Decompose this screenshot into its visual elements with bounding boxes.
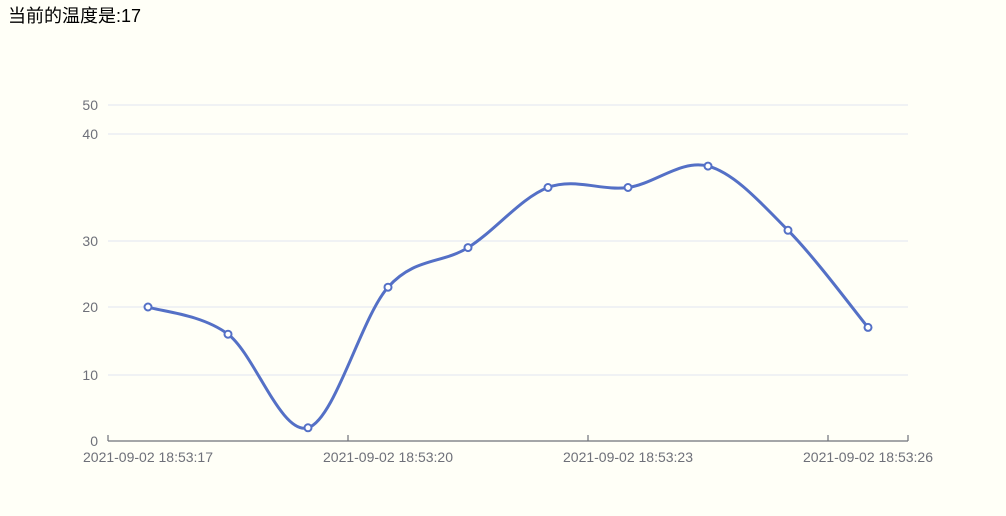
data-point-marker: [303, 423, 313, 433]
data-point-marker: [863, 322, 873, 332]
y-axis-label: 20: [82, 299, 98, 315]
data-point-marker: [463, 243, 473, 253]
page-title: 当前的温度是:17: [8, 6, 142, 26]
data-point-marker: [143, 302, 153, 312]
x-axis-label: 2021-09-02 18:53:20: [323, 449, 453, 465]
y-axis-label: 10: [82, 367, 98, 383]
data-point-marker: [623, 183, 633, 192]
y-axis-label: 0: [90, 433, 98, 449]
data-point-marker: [223, 329, 233, 339]
x-axis-label: 2021-09-02 18:53:23: [563, 449, 693, 465]
x-axis-label: 2021-09-02 18:53:17: [83, 449, 213, 465]
y-axis-label: 30: [82, 233, 98, 249]
data-point-marker: [543, 183, 553, 192]
data-point-marker: [383, 282, 393, 292]
x-axis-label: 2021-09-02 18:53:26: [803, 449, 933, 465]
y-axis-label: 40: [82, 126, 98, 142]
temperature-line: [146, 163, 870, 430]
y-axis-label: 50: [82, 97, 98, 113]
data-point-marker: [703, 161, 713, 171]
data-point-marker: [783, 225, 793, 235]
